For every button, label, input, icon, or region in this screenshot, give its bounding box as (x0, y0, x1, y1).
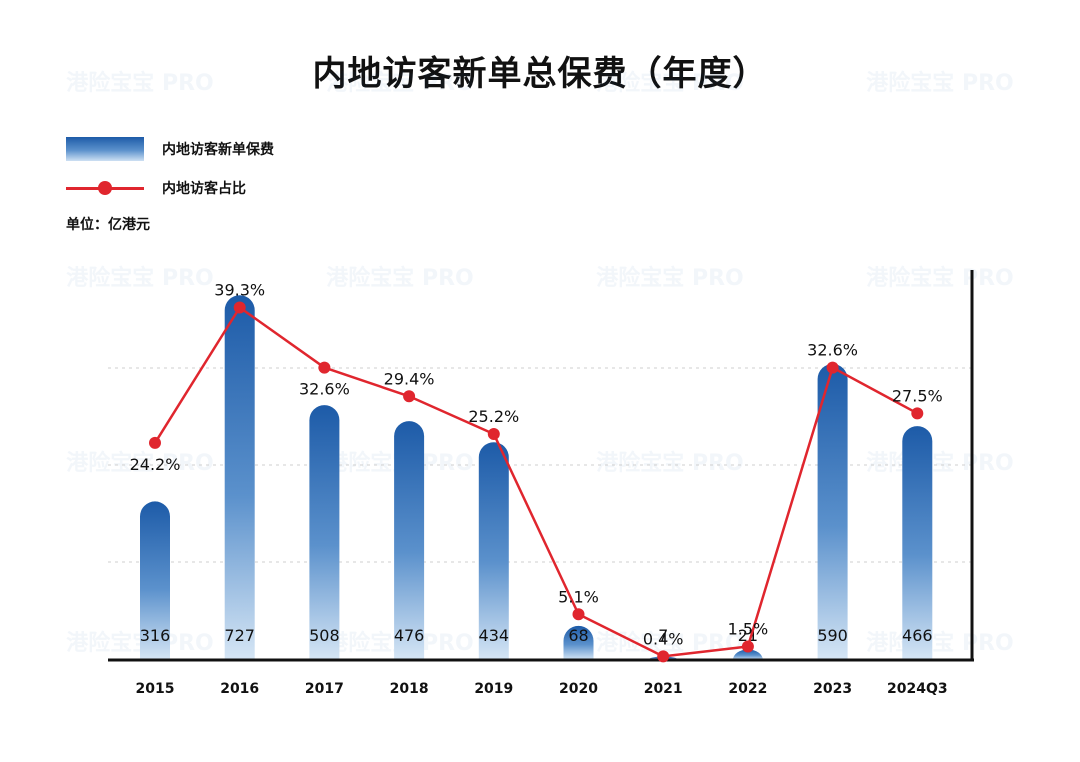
x-tick-label: 2017 (305, 681, 344, 697)
legend-label-share: 内地访客占比 (162, 181, 246, 197)
legend-bar-swatch (66, 137, 144, 161)
x-tick-label: 2018 (390, 681, 429, 697)
bar-value-label: 7 (658, 626, 668, 645)
legend-item-share: 内地访客占比 (66, 176, 246, 200)
share-value-label: 25.2% (468, 407, 519, 426)
watermark: 港险宝宝 PRO (66, 450, 213, 476)
bar-value-label: 316 (140, 626, 171, 645)
share-value-label: 32.6% (299, 380, 350, 399)
bar-2022 (732, 649, 763, 660)
share-value-label: 5.1% (558, 587, 599, 606)
x-tick-label: 2022 (728, 681, 767, 697)
unit-label: 单位：亿港元 (66, 217, 150, 233)
legend-label-premium: 内地访客新单保费 (162, 142, 274, 158)
share-value-label: 29.4% (384, 369, 435, 388)
x-tick-label: 2020 (559, 681, 598, 697)
bar-2017 (309, 405, 340, 660)
watermark: 港险宝宝 PRO (596, 70, 743, 96)
share-point-2019 (487, 427, 500, 440)
bar-value-label: 434 (479, 626, 510, 645)
x-tick-label: 2016 (220, 681, 259, 697)
share-point-2017 (318, 361, 331, 374)
share-point-2024Q3 (911, 407, 924, 420)
share-value-label: 24.2% (130, 455, 181, 474)
watermark: 港险宝宝 PRO (66, 265, 213, 291)
legend-line-swatch (66, 176, 144, 200)
bar-2016 (224, 295, 255, 660)
share-value-label: 39.3% (214, 280, 265, 299)
x-tick-label: 2021 (644, 681, 683, 697)
bar-2019 (478, 442, 509, 660)
share-value-label: 1.5% (728, 620, 769, 639)
watermark: 港险宝宝 PRO (866, 450, 1013, 476)
share-value-label: 27.5% (892, 386, 943, 405)
share-point-2021 (657, 650, 670, 663)
share-point-2016 (233, 301, 246, 314)
bar-2023 (817, 363, 848, 660)
chart-title: 内地访客新单总保费（年度） (312, 54, 768, 94)
share-point-2015 (149, 436, 161, 449)
bar-value-label: 727 (224, 626, 255, 645)
share-line (153, 306, 918, 658)
share-value-label: 32.6% (807, 341, 858, 360)
watermark: 港险宝宝 PRO (66, 70, 213, 96)
x-tick-label: 2024Q3 (887, 681, 948, 697)
bar-2024Q3 (902, 426, 933, 660)
bar-value-label: 590 (817, 626, 848, 645)
share-value-label: 0.4% (643, 629, 684, 648)
legend-item-premium: 内地访客新单保费 (66, 137, 274, 161)
watermark: 港险宝宝 PRO (326, 70, 473, 96)
watermark: 港险宝宝 PRO (866, 265, 1013, 291)
watermark: 港险宝宝 PRO (596, 265, 743, 291)
bar-value-label: 476 (394, 626, 425, 645)
bar-value-label: 466 (902, 626, 933, 645)
watermark: 港险宝宝 PRO (596, 450, 743, 476)
bar-2018 (394, 421, 425, 660)
share-point-2022 (741, 640, 754, 653)
watermark: 港险宝宝 PRO (866, 70, 1013, 96)
x-tick-label: 2015 (136, 681, 175, 697)
share-point-2023 (826, 361, 839, 374)
bar-value-label: 508 (309, 626, 340, 645)
watermark: 港险宝宝 PRO (866, 630, 1013, 656)
bar-value-label: 68 (568, 626, 588, 645)
share-point-2020 (572, 608, 585, 621)
bar-2020 (563, 625, 594, 660)
watermark: 港险宝宝 PRO (326, 265, 473, 291)
bar-2015 (140, 501, 170, 660)
x-tick-label: 2019 (474, 681, 513, 697)
share-point-2018 (403, 390, 416, 403)
x-tick-label: 2023 (813, 681, 852, 697)
